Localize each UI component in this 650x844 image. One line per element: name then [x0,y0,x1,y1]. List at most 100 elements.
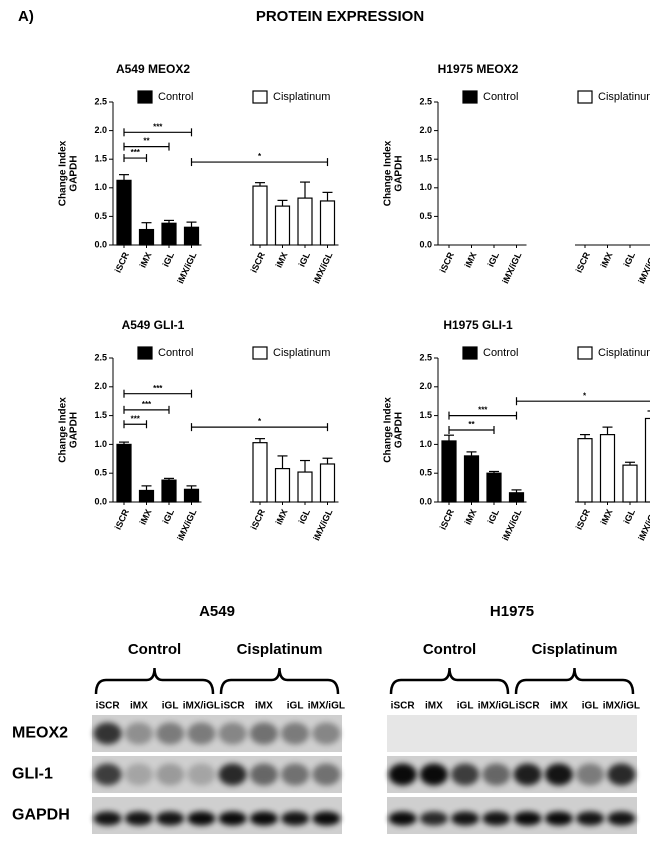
x-tick-label: iGL [622,250,638,268]
x-tick-label: iMX [138,251,154,270]
y-tick-label: 1.5 [94,154,107,164]
bar [161,222,177,246]
bar [319,200,336,246]
x-tick-label: iSCR [574,507,592,531]
x-tick-label: iSCR [249,250,267,274]
figure-title: PROTEIN EXPRESSION [256,8,424,25]
x-tick-label: iMX [138,508,154,527]
y-axis-label: GAPDH [69,155,80,191]
lane-label: iSCR [516,701,541,712]
blot-strip [387,756,637,793]
legend-swatch [137,90,153,104]
x-tick-label: iMX [599,251,615,270]
significance-label: *** [153,122,163,131]
legend-label: Cisplatinum [598,347,650,359]
x-tick-label: iGL [486,250,502,268]
x-tick-label: iGL [161,507,177,525]
blot-band [576,763,605,786]
lane-label: iGL [457,701,474,712]
blot-band [124,811,153,826]
blot-band [482,811,511,826]
bar [138,489,155,503]
bar [161,479,177,503]
bar [486,472,502,503]
y-tick-label: 1.5 [419,154,432,164]
significance-label: ** [468,420,475,429]
x-tick-label: iMX [599,508,615,527]
significance-label: *** [153,384,163,393]
x-tick-label: iMX [274,251,290,270]
legend-label: Control [483,91,518,103]
legend-swatch [462,90,478,104]
significance-label: ** [143,137,150,146]
blot-title: A549 [199,603,235,620]
significance-label: * [258,417,262,426]
x-tick-label: iMX/iGL [175,507,198,542]
lane-label: iMX/iGL [308,701,345,712]
group-brace [389,667,510,695]
y-axis-label: Change Index [58,140,69,206]
lane-label: iMX [130,701,148,712]
bar [116,443,132,503]
bar [319,463,336,503]
x-tick-label: iSCR [574,250,592,274]
chart-title: H1975 MEOX2 [438,62,519,76]
lane-label: iSCR [221,701,246,712]
group-brace [219,667,340,695]
y-tick-label: 1.5 [419,410,432,420]
blot-band [419,811,448,826]
bar [183,488,200,503]
lane-label: iMX [425,701,443,712]
lane-label: iMX [550,701,568,712]
y-tick-label: 2.5 [94,352,107,362]
bar [599,434,616,503]
legend-swatch [137,346,153,360]
blot-band [281,811,310,826]
blot-strip [92,797,342,834]
y-tick-label: 2.0 [419,381,432,391]
chart-title: A549 MEOX2 [116,62,190,76]
blot-band [513,811,542,826]
blot-band [388,763,417,786]
y-tick-label: 1.0 [419,439,432,449]
blot-band [544,811,573,826]
legend-label: Control [483,347,518,359]
significance-label: *** [478,406,488,415]
lane-label: iMX/iGL [478,701,515,712]
lane-label: iGL [582,701,599,712]
y-tick-label: 1.0 [419,182,432,192]
x-tick-label: iGL [486,507,502,525]
lane-label: iMX [255,701,273,712]
blot-band [482,763,511,786]
y-tick-label: 2.0 [94,125,107,135]
blot-band [312,811,341,826]
significance-label: *** [131,414,141,423]
blot-strip [387,715,637,752]
bar [622,464,638,503]
blot-band [451,763,480,786]
blot-title: H1975 [490,603,534,620]
bar [644,417,650,503]
y-axis-label: Change Index [383,140,394,206]
x-tick-label: iMX/iGL [500,250,523,285]
legend-label: Cisplatinum [273,347,330,359]
blot-band [93,811,122,826]
x-tick-label: iMX [274,508,290,527]
bar [274,205,291,246]
bar [252,442,268,503]
blot-band [281,763,310,786]
bar [297,197,313,246]
x-tick-label: iGL [161,250,177,268]
y-tick-label: 0.0 [94,496,107,506]
blot-band [124,763,153,786]
legend-swatch [462,346,478,360]
x-tick-label: iGL [622,507,638,525]
y-tick-label: 2.5 [419,96,432,106]
x-tick-label: iSCR [249,507,267,531]
blot-band [451,811,480,826]
group-brace [514,667,635,695]
significance-label: * [583,391,587,400]
y-tick-label: 2.0 [94,381,107,391]
blot-band [312,722,341,745]
